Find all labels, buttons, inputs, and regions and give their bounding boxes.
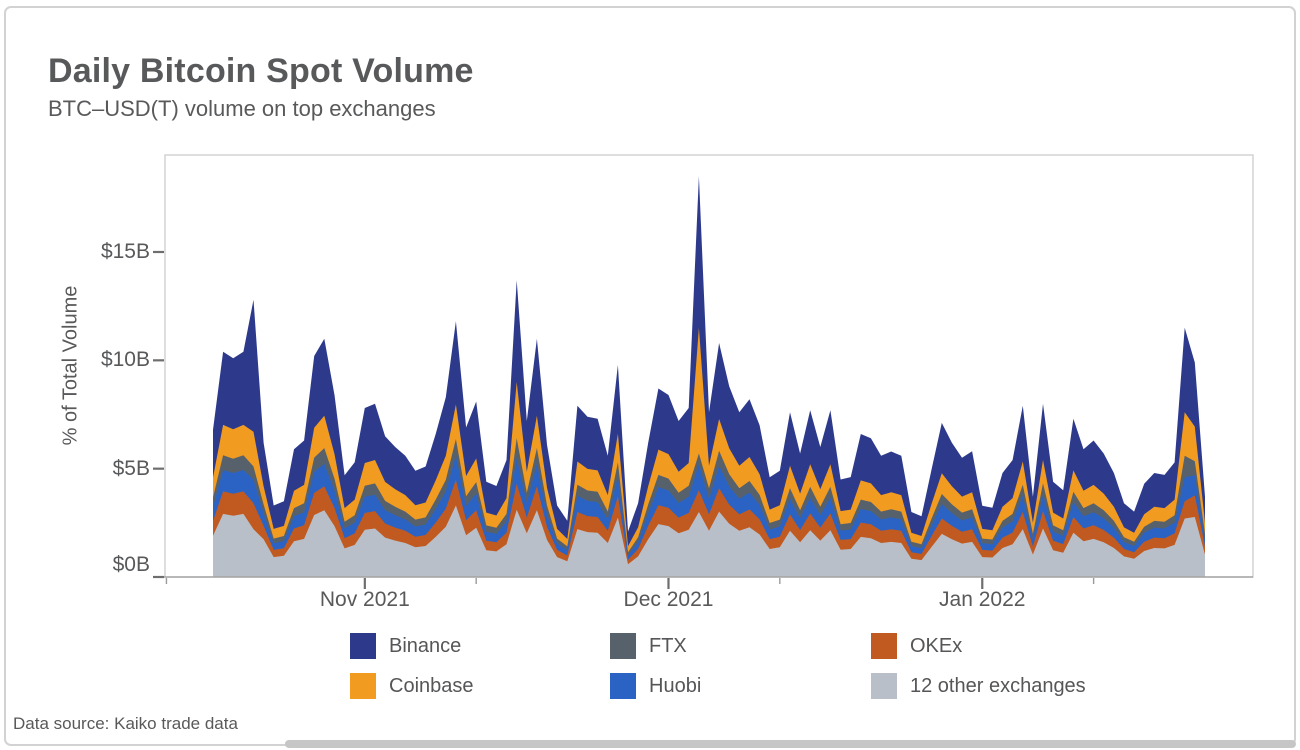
y-tick-label-0b: $0B [112,553,150,576]
legend-item-ftx[interactable]: FTX [610,633,687,659]
huobi-swatch-icon [610,673,636,699]
ftx-swatch-icon [610,633,636,659]
chart-card-border [4,6,1296,746]
x-tick-label-jan2022: Jan 2022 [939,588,1026,611]
legend-item-binance[interactable]: Binance [350,633,461,659]
page-title: Daily Bitcoin Spot Volume [48,52,474,90]
legend-label: Huobi [649,675,702,697]
y-tick-label-5b: $5B [112,456,150,480]
coinbase-swatch-icon [350,673,376,699]
legend-item-coinbase[interactable]: Coinbase [350,673,474,699]
legend-label: 12 other exchanges [910,675,1086,697]
binance-swatch-icon [350,633,376,659]
page-subtitle: BTC–USD(T) volume on top exchanges [48,96,436,121]
legend-label: FTX [649,635,687,657]
other-exchanges-swatch-icon [871,673,897,699]
y-tick-label-10b: $10B [100,348,150,372]
y-axis-title: % of Total Volume [59,285,82,446]
y-tick-label-15b: $15B [100,239,150,263]
okex-swatch-icon [871,633,897,659]
legend-item-okex[interactable]: OKEx [871,633,962,659]
legend-label: Coinbase [389,675,474,697]
x-tick-label-dec2021: Dec 2021 [623,588,714,611]
legend-label: OKEx [910,635,963,657]
data-source-note: Data source: Kaiko trade data [13,714,238,733]
legend-item-huobi[interactable]: Huobi [610,673,701,699]
legend-label: Binance [389,635,462,657]
area-12-other-exchanges[interactable] [213,505,1205,578]
horizontal-scrollbar[interactable] [285,740,1296,748]
legend-item-other-exchanges[interactable]: 12 other exchanges [871,673,1086,699]
x-tick-label-nov2021: Nov 2021 [319,588,410,611]
